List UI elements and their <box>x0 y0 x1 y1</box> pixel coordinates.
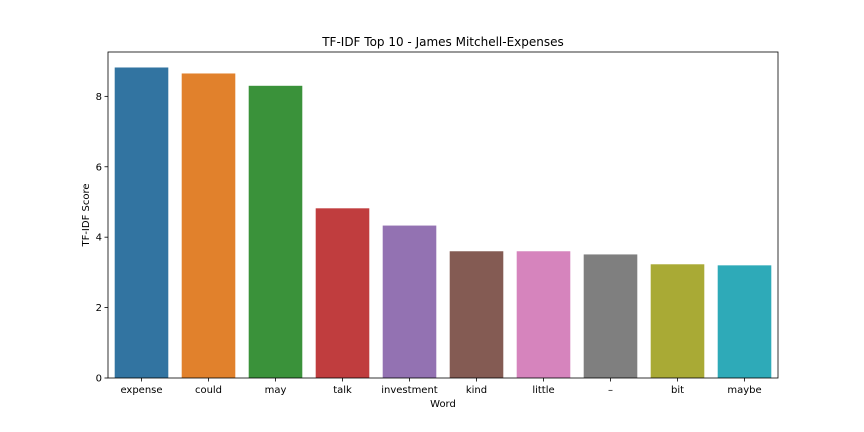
bar-5 <box>449 251 504 378</box>
y-tick-label: 0 <box>96 374 102 385</box>
y-axis-label: TF-IDF Score <box>81 183 92 247</box>
bar-6 <box>516 251 571 378</box>
x-tick-label: may <box>265 385 287 396</box>
x-ticks: expense could may talk investment kind little –… <box>120 378 762 396</box>
x-tick-label: expense <box>120 385 162 396</box>
x-tick-label: maybe <box>727 385 761 396</box>
x-tick-label: little <box>532 385 554 396</box>
y-tick-label: 4 <box>96 233 102 244</box>
bar-8 <box>650 264 705 378</box>
x-tick-label: investment <box>381 385 438 396</box>
x-tick-label: talk <box>333 385 352 396</box>
x-tick-label: bit <box>671 385 684 396</box>
x-tick-label: – <box>608 385 613 396</box>
bar-2 <box>248 85 303 379</box>
bar-0 <box>114 67 169 378</box>
bar-3 <box>315 208 370 378</box>
chart-title: TF-IDF Top 10 - James Mitchell-Expenses <box>321 35 564 49</box>
y-ticks: 0 2 4 6 8 <box>96 92 108 385</box>
bar-4 <box>382 225 437 378</box>
x-axis-label: Word <box>430 399 456 410</box>
x-tick-label: kind <box>466 385 487 396</box>
y-tick-label: 6 <box>96 162 102 173</box>
plot-frame <box>107 51 779 379</box>
bars-group <box>114 67 772 379</box>
bar-7 <box>583 254 638 378</box>
y-tick-label: 2 <box>96 303 102 314</box>
y-tick-label: 8 <box>96 92 102 103</box>
x-tick-label: could <box>195 385 222 396</box>
bar-9 <box>717 265 772 378</box>
bar-1 <box>181 73 236 378</box>
